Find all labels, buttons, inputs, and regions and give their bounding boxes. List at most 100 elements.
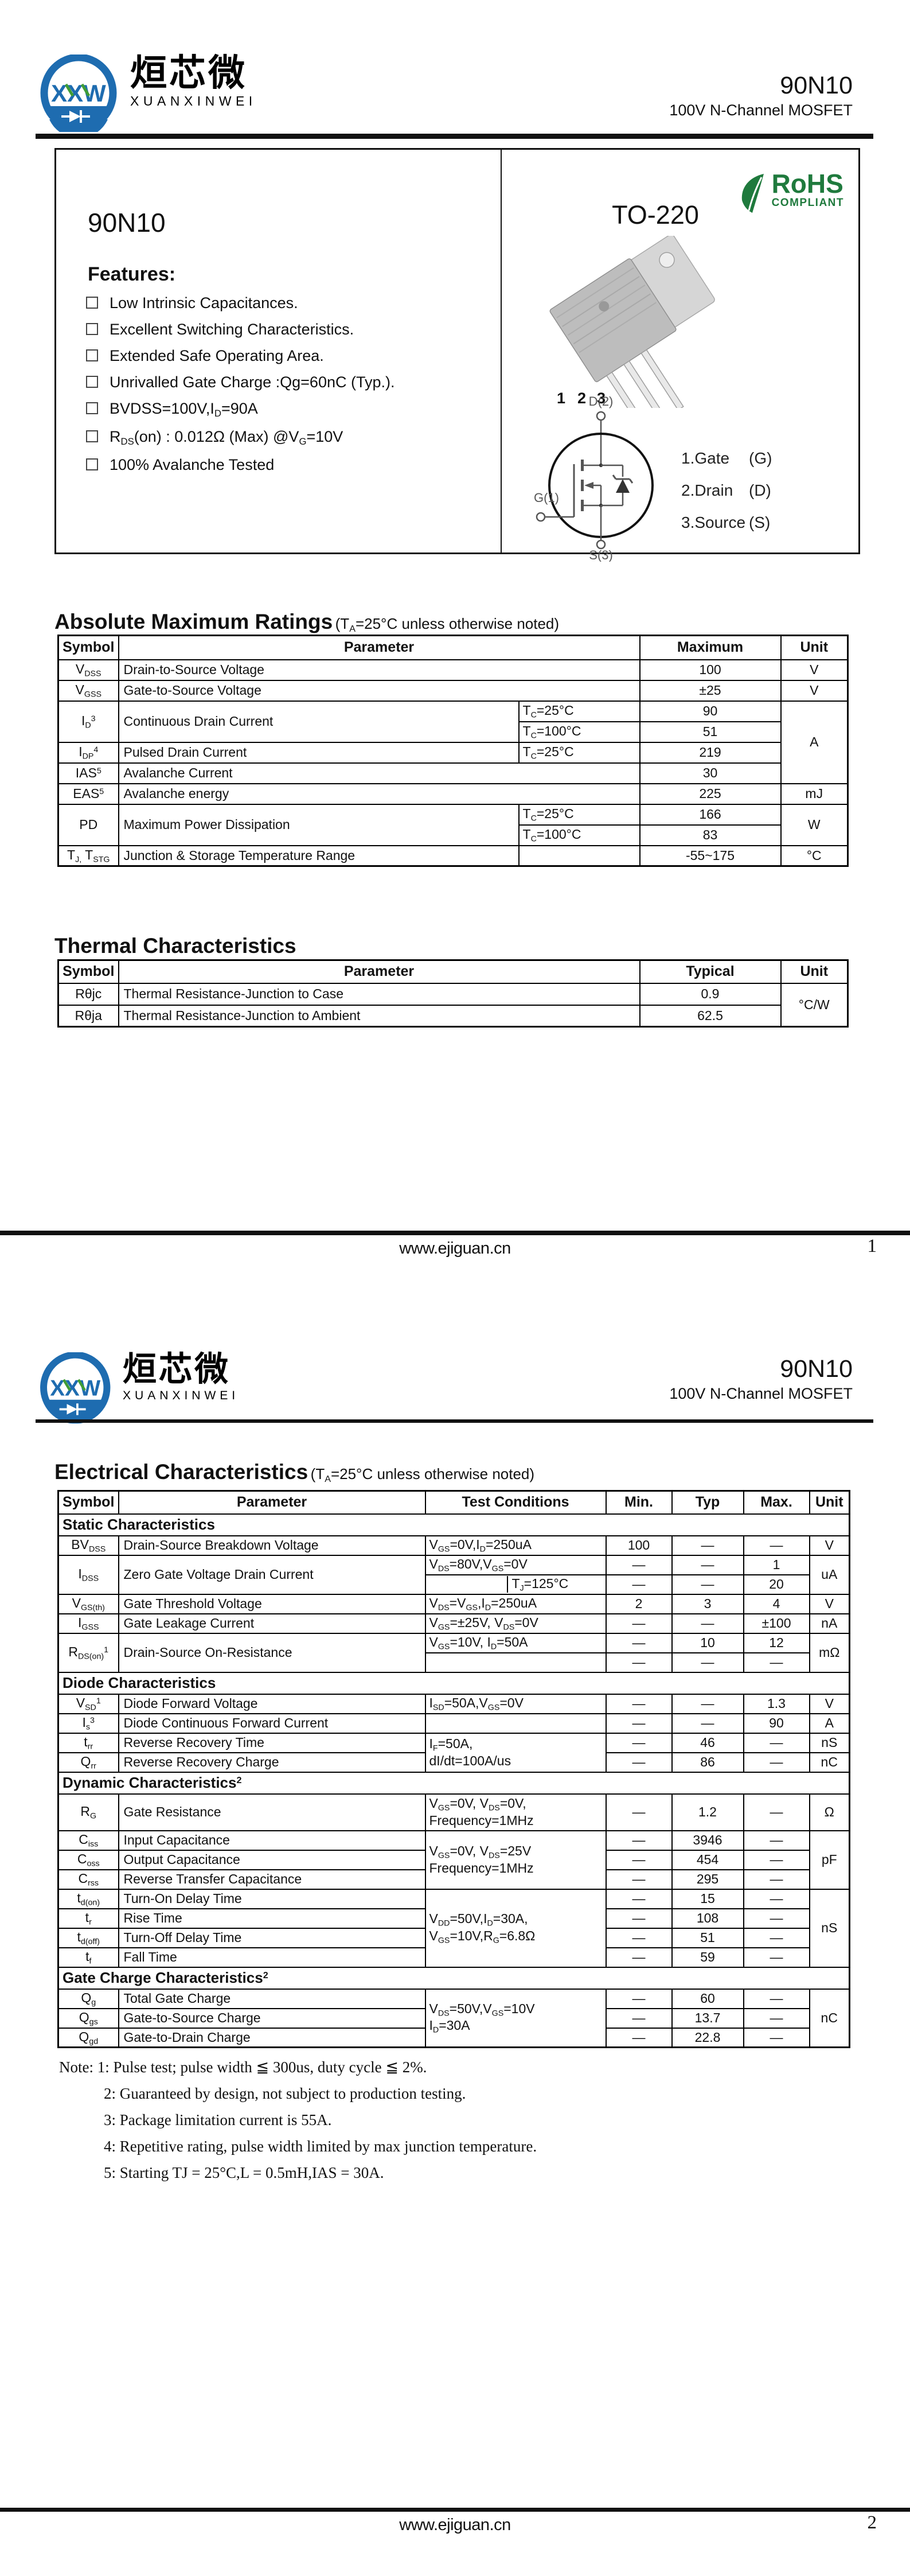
row-vsd: VSD1 Diode Forward Voltage ISD=50A,VGS=0… [57, 1693, 850, 1714]
feature-item: Excellent Switching Characteristics. [86, 321, 395, 338]
row-qgs: Qgs Gate-to-Source Charge — 13.7 — [57, 2007, 850, 2029]
cell-typ: 0.9 [639, 982, 782, 1006]
abs-max-title-text: Absolute Maximum Ratings [54, 610, 333, 633]
cell-typ: — [671, 1554, 744, 1575]
cell-unit: nC [809, 1752, 850, 1773]
pin-legend-item: 3.Source (S) [681, 513, 772, 532]
row-rdson-1: RDS(on)1 Drain-Source On-Resistance VGS=… [57, 1632, 850, 1673]
cell-max: 83 [639, 824, 782, 846]
rohs-text: RoHS COMPLIANT [771, 169, 844, 209]
cell-max: — [743, 1830, 810, 1851]
row-idss-2: TJ=125°C — — 20 [58, 1574, 850, 1595]
footer-website-link[interactable]: www.ejiguan.cn [399, 2516, 511, 2534]
logo-monogram: XXW [50, 1376, 101, 1400]
diode-icon [69, 111, 81, 122]
cell-sym: VDSS [57, 659, 119, 681]
cell-param: Fall Time [118, 1947, 426, 1968]
cell-max: — [743, 1732, 810, 1753]
feature-text: BVDSS=100V,ID=90A [110, 400, 258, 419]
cell-param: Total Gate Charge [118, 1988, 426, 2009]
cell-sym: VGS(th) [57, 1593, 119, 1614]
cell-cond: VGS=±25V, VDS=0V [424, 1613, 607, 1634]
feature-item: Unrivalled Gate Charge :Qg=60nC (Typ.). [86, 373, 395, 391]
checkbox-icon [86, 430, 98, 443]
cell-sym: Crss [57, 1869, 119, 1890]
cell-sym: Qgs [57, 2007, 119, 2029]
elec-table: Symbol Parameter Test Conditions Min. Ty… [57, 1490, 850, 2048]
cell-sym: PD [57, 803, 119, 846]
cell-min: — [605, 1830, 673, 1851]
cell-max: — [743, 2027, 810, 2048]
row-trr: trr Reverse Recovery Time IF=50A, dI/dt=… [57, 1732, 850, 1773]
row-rja: Rθja Thermal Resistance-Junction to Ambi… [57, 1004, 848, 1028]
row-ias: IAS5 Avalanche Current 30 [57, 762, 848, 784]
cell-min: — [605, 1752, 673, 1773]
rohs-label: RoHS [771, 169, 843, 199]
cell-param: Reverse Recovery Time [118, 1732, 426, 1753]
part-subtitle: 100V N-Channel MOSFET [669, 1385, 853, 1403]
elec-title-note: (TA=25°C unless otherwise noted) [310, 1465, 535, 1484]
cell-min: — [605, 1632, 673, 1653]
cell-sym: Ciss [57, 1830, 119, 1851]
cell-typ: 86 [671, 1752, 744, 1773]
cell-max: — [743, 1793, 810, 1831]
row-ciss: Ciss Input Capacitance VGS=0V, VDS=25V F… [57, 1830, 850, 1890]
brand-text: 烜芯微 XUANXINWEI [130, 55, 257, 109]
package-name: TO-220 [612, 200, 699, 229]
row-tj: TJ, TSTG Junction & Storage Temperature … [57, 845, 849, 867]
col-parameter: Parameter [118, 1490, 426, 1515]
cell-sym: Qrr [57, 1752, 119, 1773]
cell-min: — [605, 1713, 673, 1734]
col-typ: Typ [671, 1490, 744, 1515]
cell-sym: tf [57, 1947, 119, 1968]
footer-website-link[interactable]: www.ejiguan.cn [399, 1239, 511, 1258]
cell-param: Reverse Transfer Capacitance [118, 1869, 426, 1890]
row-qgd: Qgd Gate-to-Drain Charge — 22.8 — [57, 2027, 850, 2048]
cell-unit: nA [809, 1613, 850, 1634]
features-title: Features: [88, 263, 176, 285]
cell-typ: 59 [671, 1947, 744, 1968]
row-id-25: ID3 Continuous Drain Current TC=25°C 90 … [57, 700, 849, 784]
intro-box: 90N10 Features: Low Intrinsic Capacitanc… [54, 148, 860, 562]
row-coss: Coss Output Capacitance — 454 — [57, 1849, 850, 1870]
cell-min: — [605, 1613, 673, 1634]
brand-name-cn: 烜芯微 [123, 1350, 231, 1388]
cell-typ: — [671, 1713, 744, 1734]
page-2: XXW 烜芯微 XUANXINWEI 90N10 100V N-Channel … [0, 1288, 910, 2576]
cell-min: — [605, 1988, 673, 2009]
cell-param: Diode Forward Voltage [118, 1693, 426, 1714]
cell-param: Continuous Drain Current [118, 700, 520, 743]
cell-max: -55~175 [639, 845, 782, 867]
footer-rule [0, 1231, 910, 1235]
cell-param: Drain-Source On-Resistance [118, 1632, 426, 1673]
row-igss: IGSS Gate Leakage Current VGS=±25V, VDS=… [57, 1613, 850, 1634]
cell-sym: Qgd [57, 2027, 119, 2048]
feature-item: 100% Avalanche Tested [86, 456, 395, 474]
cell-typ: 13.7 [671, 2007, 744, 2029]
page-1: XXW 烜芯微 XUANXINWEI 90N10 100V N-Channel … [0, 55, 910, 1258]
cell-max: 225 [639, 783, 782, 805]
terminal-label-drain: D(2) [589, 395, 614, 408]
cell-sym: IGSS [57, 1613, 119, 1634]
cell-max: 90 [639, 700, 782, 722]
cell-cond: TC=25°C [518, 741, 640, 764]
cell-sym: TJ, TSTG [57, 845, 119, 867]
cell-param: Gate-to-Source Voltage [118, 679, 640, 702]
col-typical: Typical [639, 959, 782, 984]
page-number: 1 [867, 1236, 877, 1256]
feature-text: Extended Safe Operating Area. [110, 347, 324, 364]
cell-cond [424, 1713, 607, 1734]
cell-cond: TC=100°C [518, 824, 640, 846]
cell-max: — [743, 1752, 810, 1773]
cell-sym: Rθja [57, 1004, 119, 1028]
table-header-row: Symbol Parameter Maximum Unit [57, 635, 849, 660]
cell-typ: — [671, 1652, 744, 1673]
cell-param: Maximum Power Dissipation [118, 803, 520, 846]
note-line: 5: Starting TJ = 25°C,L = 0.5mH,IAS = 30… [104, 2164, 384, 2181]
cell-cond: VGS=0V,ID=250uA [424, 1535, 607, 1556]
cell-max: 1 [743, 1554, 810, 1575]
terminal-label-source: S(3) [589, 548, 613, 562]
row-rjc: Rθjc Thermal Resistance-Junction to Case… [57, 982, 849, 1028]
brand-name-en: XUANXINWEI [123, 1388, 240, 1402]
cell-unit: mJ [780, 783, 849, 805]
